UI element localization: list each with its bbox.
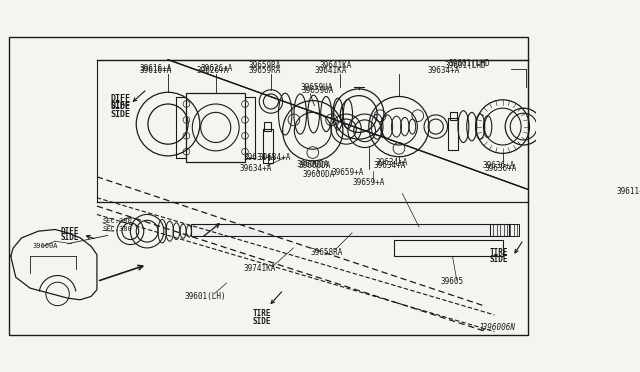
Text: SIDE: SIDE: [489, 255, 508, 264]
Text: 39626+A: 39626+A: [196, 66, 228, 75]
Bar: [448, 118, 458, 150]
Text: SIDE: SIDE: [110, 109, 131, 119]
Text: 39616+A: 39616+A: [140, 66, 172, 75]
Text: 39634+A: 39634+A: [428, 66, 460, 75]
Text: DIFF: DIFF: [110, 101, 131, 110]
Text: J396006N: J396006N: [478, 323, 515, 332]
Bar: [394, 240, 502, 256]
Text: 39601(LH): 39601(LH): [185, 292, 227, 301]
Text: SEC.380: SEC.380: [103, 226, 132, 232]
Text: 39634+A: 39634+A: [259, 153, 291, 162]
Bar: [490, 224, 520, 236]
Text: 39659UA: 39659UA: [300, 83, 333, 92]
Text: 39659UA: 39659UA: [302, 86, 334, 95]
Text: 39659RA: 39659RA: [248, 61, 280, 70]
Text: 39634+A: 39634+A: [375, 158, 408, 167]
Text: 39600DA: 39600DA: [303, 170, 335, 179]
Bar: [264, 122, 271, 131]
Text: 39636+A: 39636+A: [483, 161, 515, 170]
Text: 39659+A: 39659+A: [353, 178, 385, 187]
Text: 39634+A: 39634+A: [244, 153, 276, 162]
Text: SIDE: SIDE: [253, 317, 271, 326]
Text: SIDE: SIDE: [61, 233, 79, 243]
Text: SEC.380: SEC.380: [103, 218, 132, 224]
Text: 39641KA: 39641KA: [319, 61, 351, 70]
Bar: [262, 129, 273, 163]
Text: 39636+A: 39636+A: [484, 164, 516, 173]
Text: 39601(LHD: 39601(LHD: [444, 61, 486, 70]
Text: 39634+A: 39634+A: [240, 164, 272, 173]
Bar: [450, 112, 457, 120]
Text: DIFF: DIFF: [61, 227, 79, 236]
Text: TIRE: TIRE: [253, 309, 271, 318]
Text: DIFF: DIFF: [110, 94, 131, 103]
Text: 39626+A: 39626+A: [200, 64, 233, 73]
Text: 39658RA: 39658RA: [311, 248, 343, 257]
Text: 39616+A: 39616+A: [140, 64, 172, 73]
Text: SIDE: SIDE: [110, 102, 131, 111]
Text: 39659RA: 39659RA: [248, 66, 280, 75]
Text: 39600A: 39600A: [33, 243, 58, 249]
Text: 39611+A: 39611+A: [616, 186, 640, 196]
Text: 39741KA: 39741KA: [244, 264, 276, 273]
Text: 39600DA: 39600DA: [298, 161, 331, 170]
Text: 39634+A: 39634+A: [374, 161, 406, 170]
Text: 39605: 39605: [441, 277, 464, 286]
Bar: [186, 93, 245, 162]
Text: 39600DA: 39600DA: [296, 160, 329, 169]
Text: 39601(LHD: 39601(LHD: [448, 60, 490, 68]
Bar: [191, 224, 509, 236]
Text: 39659+A: 39659+A: [332, 168, 364, 177]
Text: TIRE: TIRE: [489, 248, 508, 257]
Text: 39641KA: 39641KA: [315, 66, 348, 75]
